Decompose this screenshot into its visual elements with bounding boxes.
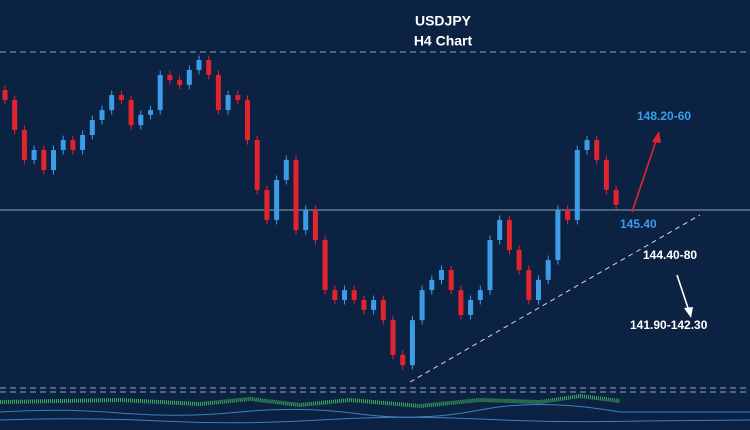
- candle-body: [283, 159, 289, 180]
- candle-body: [128, 99, 134, 126]
- candle-body: [148, 110, 153, 115]
- candle-body: [584, 140, 590, 150]
- candle-body: [380, 300, 386, 321]
- candle-body: [196, 60, 202, 70]
- candle-body: [51, 150, 56, 171]
- candle-body: [419, 290, 425, 321]
- candle-body: [342, 290, 347, 300]
- indicator-panel: [0, 387, 750, 424]
- candle-body: [303, 210, 309, 231]
- candle-body: [70, 140, 76, 150]
- candle-body: [613, 189, 619, 205]
- candle-body: [254, 140, 260, 190]
- candle-body: [332, 290, 338, 300]
- candle-body: [215, 75, 221, 111]
- candle-body: [177, 80, 183, 85]
- candle-body: [206, 60, 212, 75]
- candle-body: [555, 210, 561, 261]
- candle-body: [390, 320, 396, 355]
- candle-body: [157, 75, 163, 111]
- candle-body: [235, 95, 241, 100]
- candle-body: [89, 120, 95, 135]
- candle-body: [99, 110, 105, 120]
- trend-line: [409, 214, 701, 383]
- candle-body: [167, 75, 173, 81]
- candle-body: [574, 150, 580, 220]
- candle-body: [477, 290, 483, 300]
- candle-body: [264, 189, 270, 220]
- candle-body: [60, 140, 66, 150]
- candle-body: [468, 300, 474, 315]
- candle-body: [21, 129, 27, 160]
- target-label: 148.20-60: [637, 109, 691, 123]
- level-label: 145.40: [620, 217, 657, 231]
- chart-subtitle: H4 Chart: [414, 33, 473, 49]
- support-label: 144.40-80: [643, 248, 697, 262]
- histogram: [0, 393, 621, 409]
- candle-body: [312, 210, 318, 240]
- candle-body: [439, 270, 444, 280]
- candle-body: [409, 320, 415, 366]
- candle-body: [361, 300, 367, 310]
- candle-body: [429, 279, 435, 291]
- candle-body: [31, 150, 37, 160]
- candle-body: [565, 210, 571, 220]
- candle-body: [118, 95, 124, 100]
- candle-body: [371, 300, 377, 310]
- candle-body: [487, 240, 493, 291]
- candle-body: [458, 290, 464, 315]
- candle-body: [245, 99, 250, 141]
- candle-body: [594, 140, 600, 160]
- candle-body: [448, 270, 454, 291]
- candle-body: [12, 99, 18, 130]
- candle-body: [109, 95, 115, 111]
- candle-body: [293, 159, 299, 231]
- candle-body: [497, 219, 503, 240]
- candle-body: [274, 180, 280, 220]
- plot-area: [0, 55, 750, 370]
- candle-body: [536, 279, 541, 300]
- candle-body: [400, 354, 406, 366]
- oscillator: [0, 416, 750, 424]
- chart-title: USDJPY: [415, 13, 472, 29]
- up-arrow: [631, 137, 658, 213]
- candle-body: [80, 135, 86, 150]
- down-arrow: [676, 274, 690, 312]
- candle-body: [603, 159, 609, 190]
- candle-body: [545, 260, 551, 280]
- candle-body: [351, 290, 357, 300]
- candle-body: [2, 90, 8, 100]
- candle-body: [225, 95, 231, 111]
- candle-body: [41, 150, 47, 171]
- up-arrow-head: [652, 131, 661, 143]
- support-label: 141.90-142.30: [630, 318, 708, 332]
- candle-body: [186, 69, 192, 85]
- candle-body: [506, 219, 512, 250]
- candle-body: [322, 240, 328, 291]
- candle-body: [516, 249, 522, 270]
- candle-body: [138, 114, 144, 126]
- down-arrow-head: [684, 307, 693, 318]
- oscillator: [0, 404, 750, 418]
- candle-body: [526, 270, 532, 300]
